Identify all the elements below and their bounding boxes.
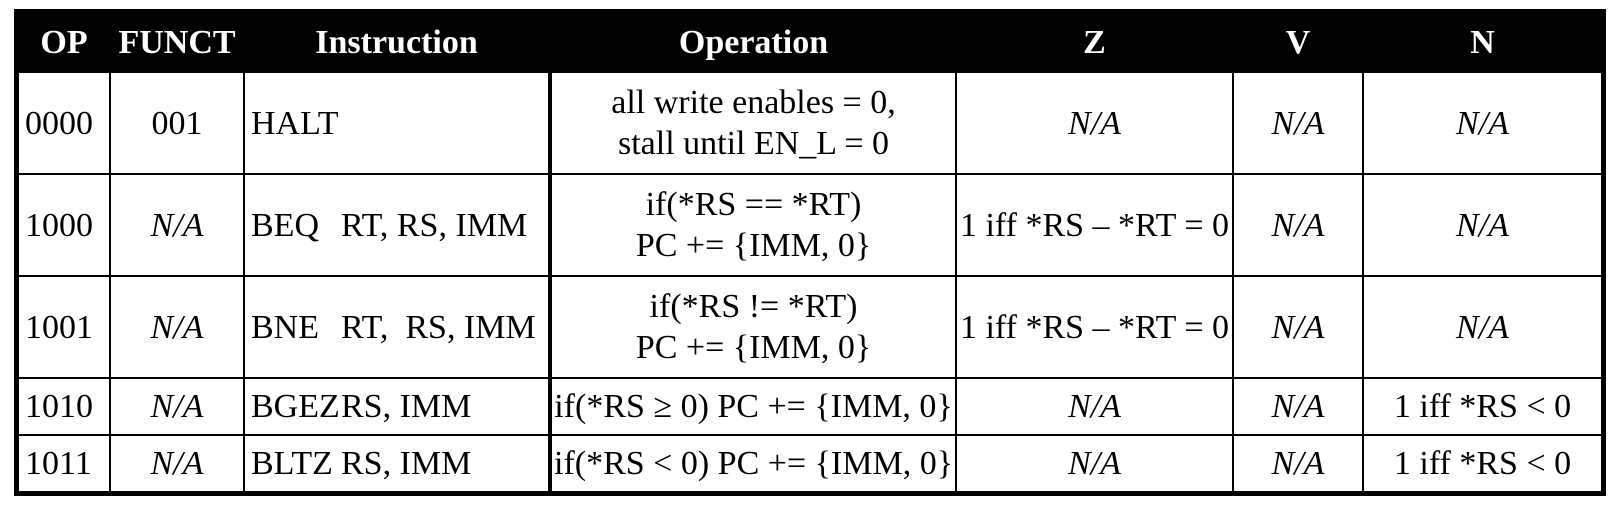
funct-cell: N/A (109, 434, 245, 493)
z-flag-cell: 1 iff *RS – *RT = 0 (955, 275, 1234, 379)
z-flag-cell: N/A (955, 377, 1234, 436)
instruction-operands: RT, RS, IMM (341, 308, 536, 346)
n-flag-cell: 1 iff *RS < 0 (1362, 377, 1603, 436)
operation-cell: if(*RS == *RT) PC += {IMM, 0} (548, 173, 957, 277)
table-row: 1001 N/A BNE RT, RS, IMM if(*RS != *RT) P… (17, 275, 1603, 379)
instruction-operands: RT, RS, IMM (341, 206, 528, 244)
instruction-table: OP FUNCT Instruction Operation Z V N 000… (14, 9, 1606, 496)
funct-cell: 001 (109, 71, 245, 175)
table-row: 1011 N/A BLTZ RS, IMM if(*RS < 0) PC += {… (17, 434, 1603, 493)
z-flag-cell: 1 iff *RS – *RT = 0 (955, 173, 1234, 277)
funct-cell: N/A (109, 173, 245, 277)
header-row: OP FUNCT Instruction Operation Z V N (17, 12, 1603, 73)
v-flag-cell: N/A (1232, 377, 1364, 436)
operation-cell: all write enables = 0, stall until EN_L … (548, 71, 957, 175)
operation-line: PC += {IMM, 0} (635, 227, 872, 264)
n-flag-cell: N/A (1362, 275, 1603, 379)
instruction-mnemonic: BGEZ (251, 388, 340, 425)
instruction-cell: BGEZRS, IMM (243, 377, 551, 436)
op-cell: 1000 (17, 173, 111, 277)
header-op: OP (17, 12, 111, 73)
header-v: V (1232, 12, 1364, 73)
operation-line: stall until EN_L = 0 (617, 125, 889, 162)
table-row: 1000 N/A BEQ RT, RS, IMM if(*RS == *RT) P… (17, 173, 1603, 277)
v-flag-cell: N/A (1232, 434, 1364, 493)
operation-line: all write enables = 0, (611, 84, 896, 121)
op-cell: 0000 (17, 71, 111, 175)
instruction-operands: RS, IMM (341, 445, 472, 482)
v-flag-cell: N/A (1232, 275, 1364, 379)
instruction-mnemonic: BEQ (251, 206, 319, 244)
instruction-cell: HALT (243, 71, 551, 175)
z-flag-cell: N/A (955, 434, 1234, 493)
z-flag-cell: N/A (955, 71, 1234, 175)
header-z: Z (955, 12, 1234, 73)
header-funct: FUNCT (109, 12, 245, 73)
operation-cell: if(*RS ≥ 0) PC += {IMM, 0} (548, 377, 957, 436)
funct-cell: N/A (109, 275, 245, 379)
instruction-cell: BEQ RT, RS, IMM (243, 173, 551, 277)
operation-cell: if(*RS != *RT) PC += {IMM, 0} (548, 275, 957, 379)
op-cell: 1011 (17, 434, 111, 493)
instruction-cell: BLTZ RS, IMM (243, 434, 551, 493)
n-flag-cell: N/A (1362, 173, 1603, 277)
v-flag-cell: N/A (1232, 71, 1364, 175)
n-flag-cell: N/A (1362, 71, 1603, 175)
operation-line: PC += {IMM, 0} (635, 329, 872, 366)
instruction-mnemonic: BNE (251, 308, 319, 346)
operation-cell: if(*RS < 0) PC += {IMM, 0} (548, 434, 957, 493)
table-row: 0000 001 HALT all write enables = 0, sta… (17, 71, 1603, 175)
header-instruction: Instruction (243, 12, 551, 73)
instruction-cell: BNE RT, RS, IMM (243, 275, 551, 379)
operation-line: if(*RS != *RT) (649, 288, 858, 325)
header-n: N (1362, 12, 1603, 73)
op-cell: 1010 (17, 377, 111, 436)
operation-line: if(*RS == *RT) (645, 186, 862, 223)
instruction-mnemonic: BLTZ (251, 445, 333, 482)
funct-cell: N/A (109, 377, 245, 436)
op-cell: 1001 (17, 275, 111, 379)
instruction-operands: RS, IMM (341, 388, 472, 425)
v-flag-cell: N/A (1232, 173, 1364, 277)
instruction-mnemonic: HALT (251, 104, 339, 142)
table-row: 1010 N/A BGEZRS, IMM if(*RS ≥ 0) PC += {… (17, 377, 1603, 436)
n-flag-cell: 1 iff *RS < 0 (1362, 434, 1603, 493)
header-operation: Operation (548, 12, 957, 73)
